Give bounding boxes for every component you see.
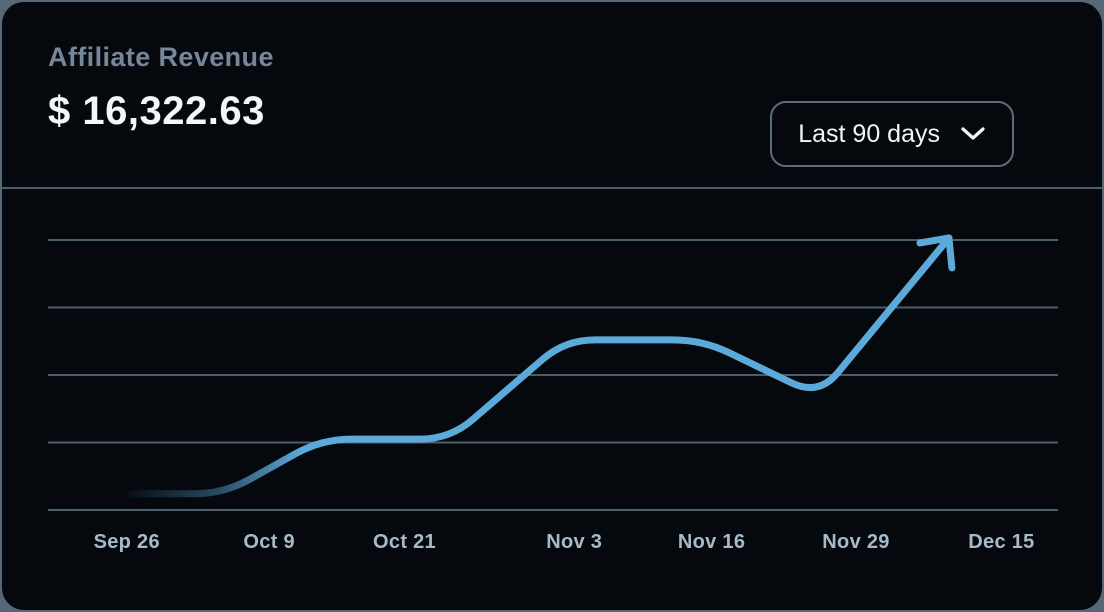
x-axis-label: Oct 21 bbox=[373, 531, 436, 553]
trend-arrowhead bbox=[945, 234, 956, 272]
chevron-down-icon bbox=[960, 126, 986, 142]
x-axis-label: Nov 29 bbox=[822, 531, 890, 553]
x-axis-label: Nov 3 bbox=[546, 531, 603, 553]
revenue-value: $ 16,322.63 bbox=[48, 89, 265, 133]
x-axis-label: Sep 26 bbox=[93, 531, 160, 553]
x-axis-label: Oct 9 bbox=[243, 531, 295, 553]
header-divider bbox=[2, 187, 1102, 189]
date-range-selector[interactable]: Last 90 days bbox=[770, 101, 1014, 167]
x-axis-label: Nov 16 bbox=[677, 531, 746, 553]
trend-arrowhead bbox=[916, 234, 953, 247]
card-header: Affiliate Revenue $ 16,322.63 Last 90 da… bbox=[48, 42, 1056, 167]
revenue-trend-line bbox=[128, 234, 953, 498]
x-axis-label: Dec 15 bbox=[968, 531, 1035, 553]
date-range-label: Last 90 days bbox=[798, 119, 940, 148]
card-title: Affiliate Revenue bbox=[48, 42, 274, 72]
x-axis: Sep 26 Oct 9 Oct 21 Nov 3 Nov 16 Nov 29 Dec 15 bbox=[2, 531, 1102, 561]
